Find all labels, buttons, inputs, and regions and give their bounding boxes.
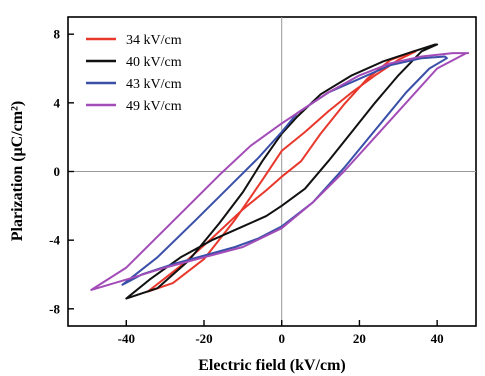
series-line bbox=[121, 55, 448, 286]
series-line bbox=[90, 52, 470, 291]
legend-label: 34 kV/cm bbox=[126, 33, 182, 48]
y-axis-title: Plarization (μC/cm²) bbox=[9, 101, 26, 242]
y-tick-label: -4 bbox=[49, 233, 60, 248]
legend: 34 kV/cm 40 kV/cm 43 kV/cm 49 kV/cm bbox=[86, 33, 182, 114]
legend-label: 40 kV/cm bbox=[126, 55, 182, 70]
y-tick-label: -8 bbox=[49, 301, 60, 316]
x-tick-label: 0 bbox=[278, 331, 285, 346]
y-tick-label: 0 bbox=[54, 164, 61, 179]
y-tick-label: 8 bbox=[54, 27, 61, 42]
x-tick-label: 20 bbox=[353, 331, 366, 346]
y-tick-label: 4 bbox=[54, 95, 61, 110]
x-tick-label: -20 bbox=[195, 331, 212, 346]
series-curves bbox=[90, 43, 470, 300]
legend-label: 49 kV/cm bbox=[126, 99, 182, 114]
legend-label: 43 kV/cm bbox=[126, 77, 182, 92]
x-axis-title: Electric field (kV/cm) bbox=[198, 357, 346, 374]
series-line bbox=[125, 43, 439, 300]
x-tick-label: -40 bbox=[118, 331, 135, 346]
x-tick-label: 40 bbox=[431, 331, 444, 346]
